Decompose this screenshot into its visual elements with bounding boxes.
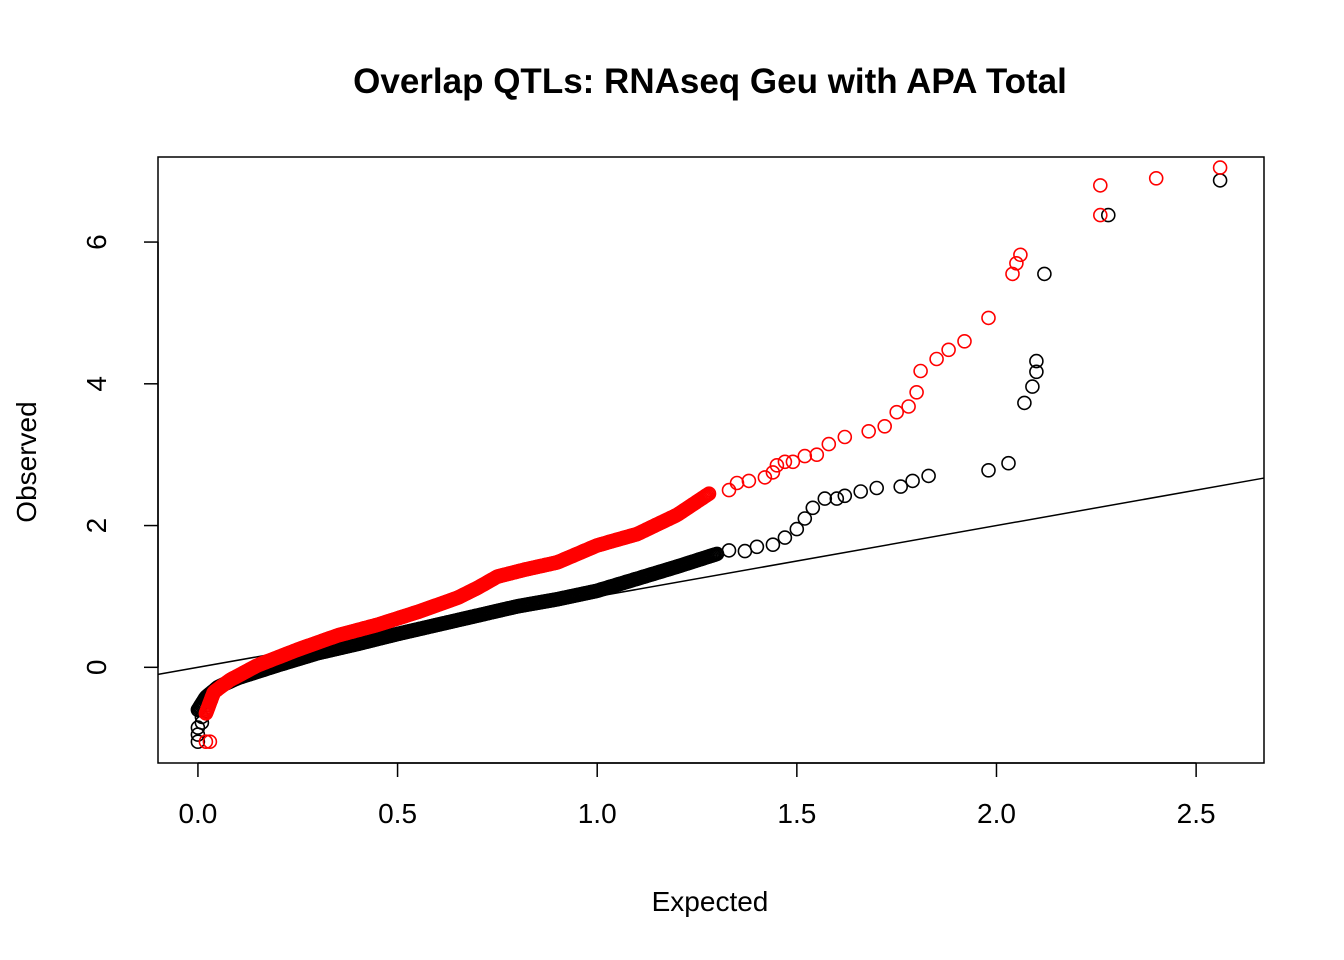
data-point-red: [1148, 171, 1164, 186]
data-point-black: [797, 511, 813, 526]
data-point-red: [837, 429, 853, 445]
data-point-black: [905, 473, 920, 489]
data-point-red: [785, 454, 801, 470]
data-point-red: [1093, 207, 1108, 223]
data-point-black: [817, 491, 833, 506]
data-point-red: [957, 333, 972, 349]
plot-frame: [157, 156, 1265, 764]
data-point-black: [1101, 207, 1116, 223]
data-point-black: [1001, 455, 1016, 471]
data-point-red: [877, 418, 893, 434]
x-tick-label: 0.0: [178, 798, 217, 829]
data-point-red: [1212, 160, 1228, 175]
y-tick-label: 4: [81, 376, 112, 392]
data-point-black: [805, 500, 821, 516]
chart-title: Overlap QTLs: RNAseq Geu with APA Total: [353, 62, 1067, 101]
data-point-black: [749, 539, 765, 555]
x-tick-label: 2.0: [977, 798, 1016, 829]
data-point-black: [721, 543, 737, 558]
data-point-red: [809, 447, 825, 463]
data-point-red: [1013, 247, 1028, 263]
data-point-red: [701, 486, 717, 502]
x-tick-label: 0.5: [378, 798, 417, 829]
data-point-red: [941, 342, 956, 358]
data-point-black: [765, 537, 781, 553]
data-point-red: [777, 454, 793, 470]
y-tick-label: 2: [81, 518, 112, 534]
y-axis-label: Observed: [11, 401, 42, 522]
data-point-black: [1037, 266, 1052, 282]
data-point-red: [769, 457, 785, 473]
data-point-black: [789, 521, 805, 537]
data-point-black: [829, 491, 845, 506]
y-tick-label: 6: [81, 234, 112, 250]
data-point-black: [1029, 353, 1044, 369]
data-point-red: [981, 310, 996, 326]
data-point-red: [889, 404, 905, 420]
data-point-red: [797, 448, 813, 464]
data-point-red: [729, 475, 745, 491]
data-point-black: [981, 462, 996, 478]
data-point-red: [198, 734, 214, 750]
data-point-black: [893, 479, 909, 494]
data-point-red: [721, 482, 737, 498]
data-point-red: [929, 351, 944, 367]
data-point-red: [821, 436, 837, 452]
data-point-black: [921, 468, 936, 484]
data-point-black: [777, 530, 793, 545]
data-point-red: [757, 470, 773, 485]
data-point-red: [1005, 266, 1020, 282]
y-tick-label: 0: [81, 660, 112, 676]
data-point-black: [837, 488, 853, 504]
x-tick-label: 1.0: [578, 798, 617, 829]
data-point-red: [202, 734, 218, 750]
data-point-red: [909, 384, 924, 400]
x-axis-label: Expected: [652, 886, 769, 917]
data-point-red: [861, 423, 877, 439]
data-point-black: [853, 484, 869, 499]
data-point-red: [901, 399, 916, 414]
data-point-black: [190, 734, 206, 750]
data-point-black: [869, 480, 885, 496]
data-point-black: [1029, 364, 1044, 380]
x-tick-label: 1.5: [777, 798, 816, 829]
data-point-red: [1093, 178, 1108, 193]
x-tick-label: 2.5: [1177, 798, 1216, 829]
data-point-black: [1017, 395, 1032, 411]
data-point-black: [737, 543, 753, 559]
data-point-red: [913, 363, 928, 379]
data-point-red: [1009, 255, 1024, 271]
data-point-black: [1212, 173, 1228, 188]
data-point-red: [765, 465, 781, 480]
data-point-red: [741, 473, 757, 489]
data-point-black: [1025, 379, 1040, 394]
